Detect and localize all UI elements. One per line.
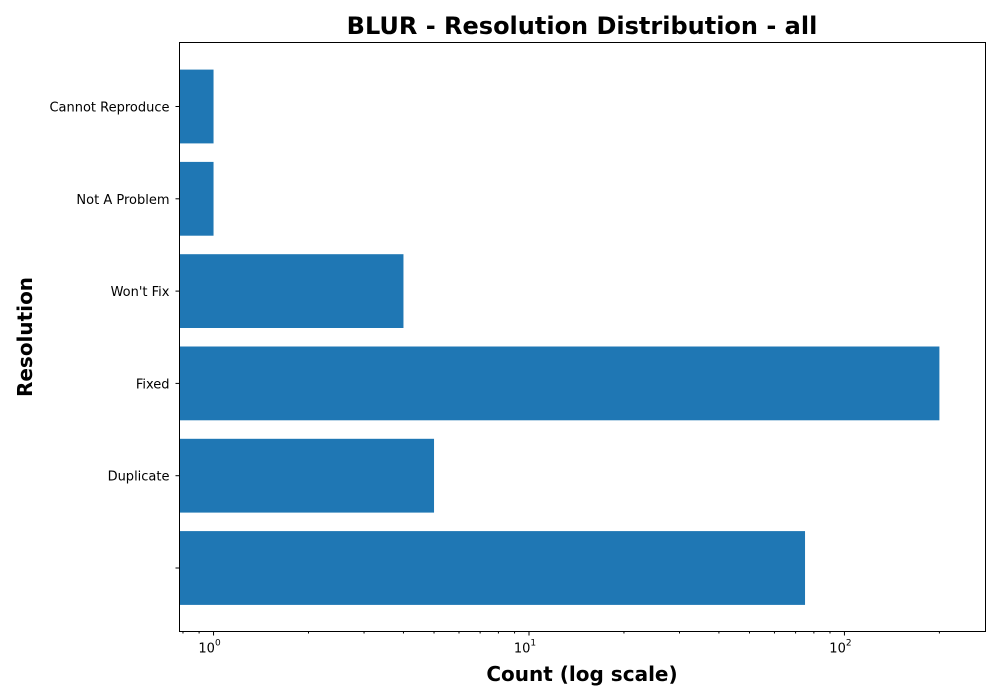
x-tick-base: 10	[514, 642, 531, 657]
bar	[179, 69, 214, 144]
x-tick-label: 102	[829, 639, 851, 657]
plot-frame	[179, 42, 986, 632]
bar	[179, 531, 806, 605]
y-tick-label: Duplicate	[108, 470, 170, 485]
x-tick-exponent: 0	[215, 639, 221, 649]
bar	[179, 346, 940, 421]
y-axis-label: Resolution	[13, 277, 37, 397]
y-tick-label: Cannot Reproduce	[49, 101, 169, 116]
bar	[179, 438, 435, 513]
bar	[179, 161, 214, 236]
x-tick-exponent: 1	[530, 639, 536, 649]
y-ticks-group: Duplicate Fixed Won't Fix Not A Problem Cann…	[49, 101, 180, 569]
y-tick-label: Fixed	[136, 377, 170, 392]
y-tick-label: Not A Problem	[76, 193, 169, 208]
bar	[179, 254, 404, 328]
x-axis-label: Count (log scale)	[486, 662, 677, 686]
x-tick-exponent: 2	[846, 639, 852, 649]
x-tick-base: 10	[829, 642, 846, 657]
x-tick-label: 101	[514, 639, 536, 657]
y-tick-label: Won't Fix	[111, 285, 170, 300]
chart-title: BLUR - Resolution Distribution - all	[347, 12, 818, 40]
bars-group	[179, 69, 940, 605]
x-tick-label: 100	[198, 639, 221, 657]
x-ticks-group: 100 101 102	[182, 631, 940, 657]
x-tick-base: 10	[198, 642, 215, 657]
